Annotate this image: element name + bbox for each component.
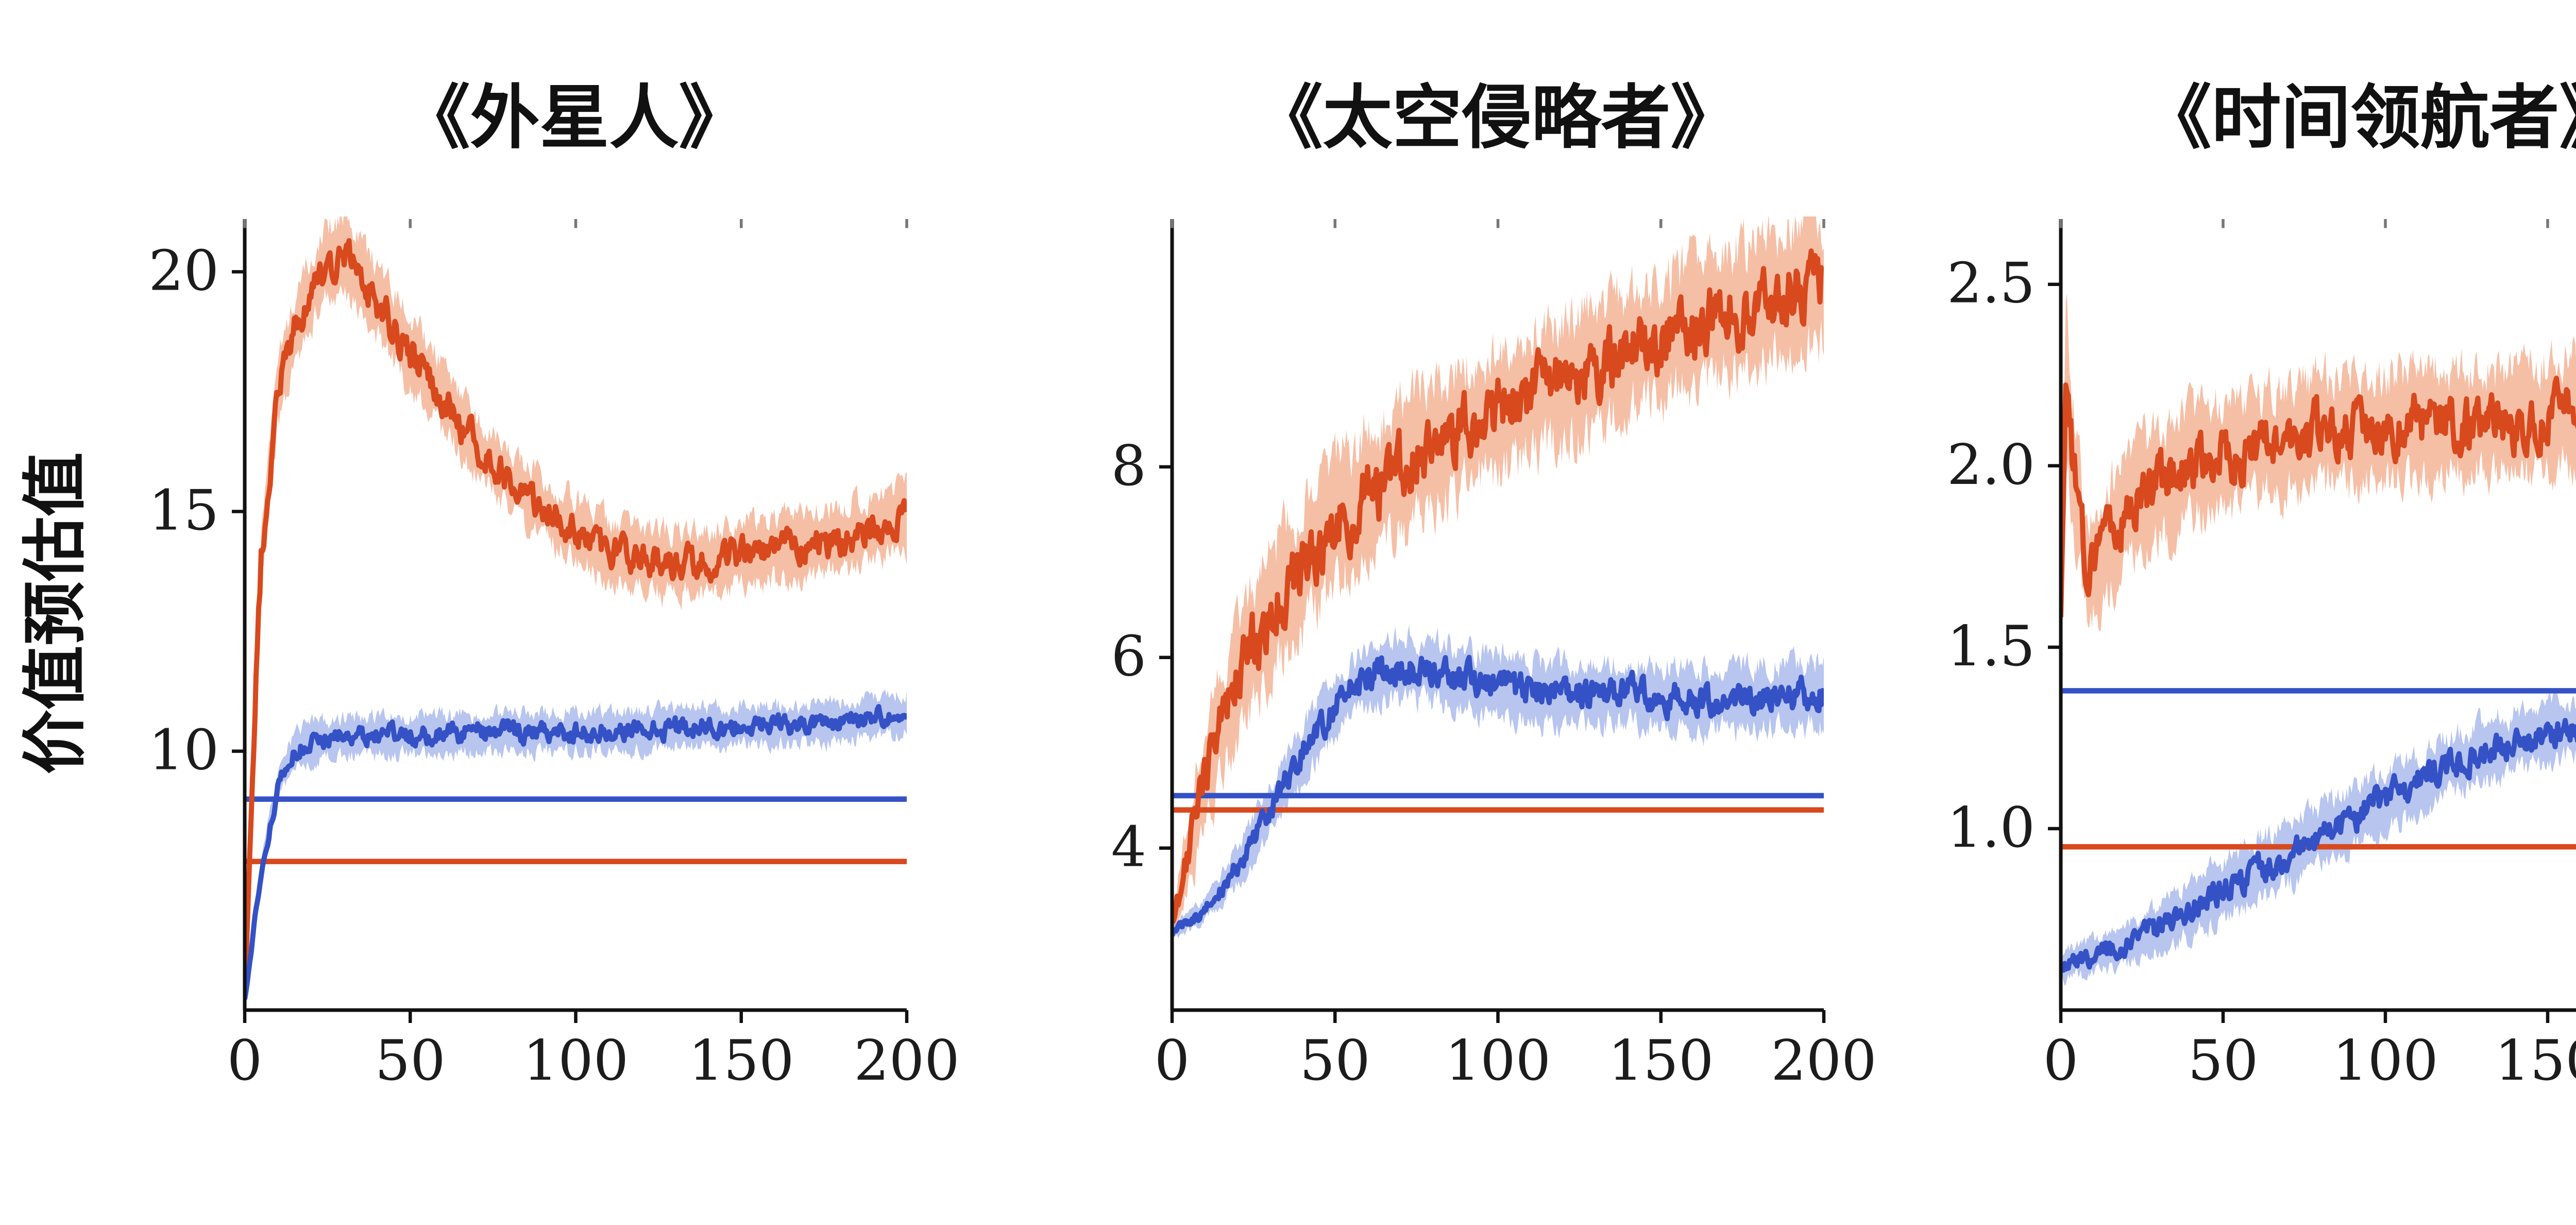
y-tick-label: 1.0 bbox=[1947, 796, 2035, 860]
x-tick-label: 50 bbox=[2188, 1029, 2259, 1093]
subplot-space-invaders-title: 《太空侵略者》 bbox=[1253, 79, 1740, 157]
x-tick-label: 150 bbox=[2495, 1029, 2576, 1093]
x-tick-label: 150 bbox=[688, 1029, 794, 1093]
y-tick-label: 10 bbox=[148, 718, 219, 783]
y-tick-label: 15 bbox=[148, 478, 219, 543]
y-tick-label: 8 bbox=[1111, 434, 1146, 498]
subplot-3: 1.01.52.02.5050100150200 bbox=[1947, 219, 2576, 1093]
dqn-estimate-line bbox=[244, 238, 907, 998]
x-tick-label: 0 bbox=[2043, 1029, 2078, 1093]
x-tick-label: 0 bbox=[227, 1029, 262, 1093]
y-axis-label: 价值预估值 bbox=[20, 452, 91, 775]
dqn-estimate-band bbox=[1172, 216, 1824, 943]
y-tick-label: 2.5 bbox=[1947, 251, 2035, 316]
y-tick-label: 2.0 bbox=[1947, 433, 2035, 497]
subplot-time-pilot-title: 《时间领航者》 bbox=[2142, 79, 2576, 157]
ddqn-estimate-line bbox=[1172, 655, 1824, 936]
x-tick-label: 50 bbox=[1300, 1029, 1370, 1093]
ddqn-estimate-line bbox=[2060, 718, 2576, 973]
x-tick-label: 150 bbox=[1608, 1029, 1714, 1093]
ddqn-estimate-line bbox=[244, 704, 907, 1000]
y-tick-label: 4 bbox=[1111, 815, 1146, 880]
x-tick-label: 200 bbox=[1771, 1029, 1876, 1093]
dqn-estimate-band bbox=[244, 216, 907, 1010]
subplot-alien-title: 《外星人》 bbox=[401, 79, 749, 157]
dqn-estimate-band bbox=[2060, 294, 2576, 676]
x-tick-label: 200 bbox=[854, 1029, 959, 1093]
y-tick-label: 20 bbox=[148, 239, 219, 303]
dqn-estimate-line bbox=[2060, 376, 2576, 617]
x-tick-label: 0 bbox=[1155, 1029, 1190, 1093]
y-tick-label: 6 bbox=[1111, 625, 1146, 689]
x-tick-label: 100 bbox=[523, 1029, 629, 1093]
y-tick-label: 1.5 bbox=[1947, 614, 2035, 679]
subplot-2: 4 6 8 0 50 100 150 200 bbox=[1111, 216, 1877, 1093]
dqn-estimate-line bbox=[1172, 248, 1824, 925]
x-tick-label: 100 bbox=[1445, 1029, 1551, 1093]
x-tick-label: 100 bbox=[2332, 1029, 2438, 1093]
x-tick-label: 50 bbox=[375, 1029, 446, 1093]
